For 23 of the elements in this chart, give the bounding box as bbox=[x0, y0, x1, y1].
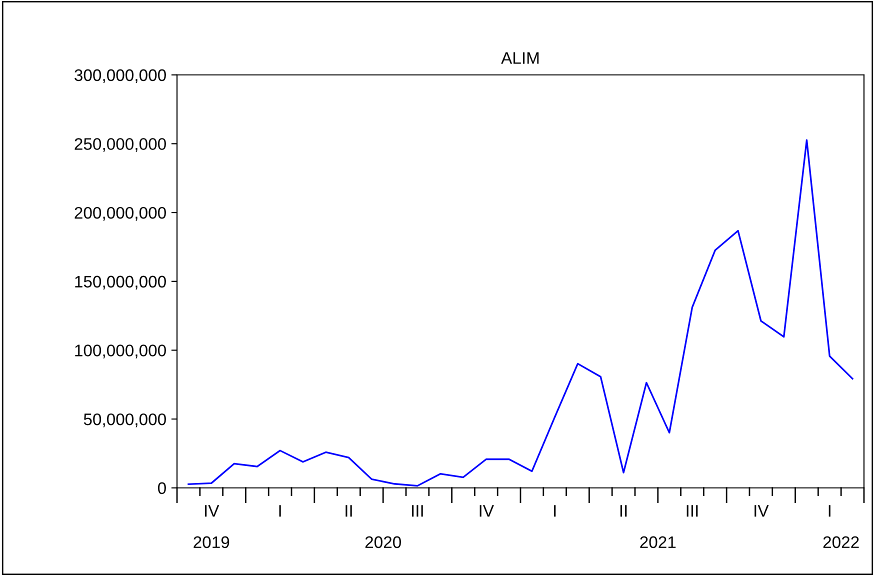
y-tick-label: 250,000,000 bbox=[74, 138, 166, 152]
x-tick-label: III bbox=[412, 505, 423, 517]
y-tick-label: 0 bbox=[158, 482, 166, 494]
x-tick-label: I bbox=[828, 505, 830, 517]
x-tick-label: I bbox=[554, 505, 556, 517]
text: 2022 bbox=[823, 536, 859, 548]
x-tick-label: IV bbox=[480, 505, 494, 517]
x-tick-label: I bbox=[279, 505, 281, 517]
text: 2019 bbox=[194, 536, 230, 548]
x-tick-label: IV bbox=[754, 505, 769, 517]
x-tick-label: IV bbox=[205, 505, 220, 517]
x-tick-label: III bbox=[686, 505, 698, 517]
y-tick-label: 150,000,000 bbox=[75, 276, 166, 290]
y-tick-label: 100,000,000 bbox=[75, 344, 166, 358]
text: 2020 bbox=[365, 536, 401, 548]
y-tick-label: 50,000,000 bbox=[84, 413, 166, 428]
chart-title: ALIM bbox=[501, 52, 539, 64]
y-tick-label: 200,000,000 bbox=[74, 206, 166, 221]
text: 2021 bbox=[640, 536, 676, 548]
y-tick-label: 300,000,000 bbox=[74, 69, 166, 84]
line-series bbox=[188, 139, 854, 487]
x-tick-label: II bbox=[346, 505, 352, 517]
x-tick-label: II bbox=[620, 505, 627, 517]
